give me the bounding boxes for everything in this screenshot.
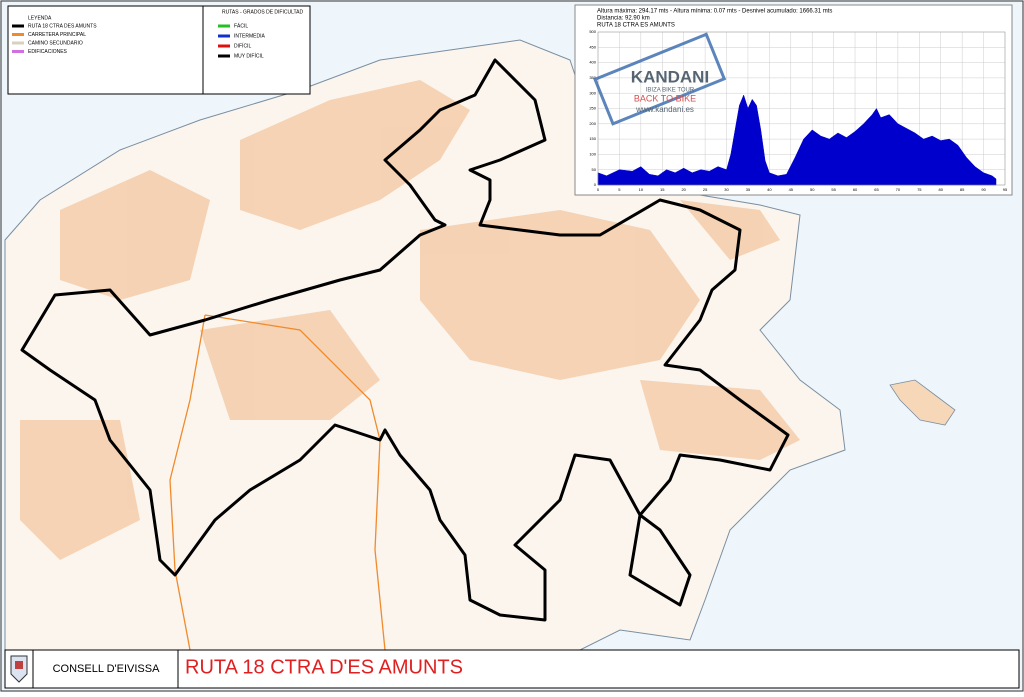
x-tick-label: 75 <box>917 187 922 192</box>
organization: CONSELL D'EIVISSA <box>53 663 161 675</box>
legend-swatch <box>12 50 24 53</box>
y-tick-label: 0 <box>594 182 597 187</box>
legend-items: RUTA 18 CTRA DES AMUNTS CARRETERA PRINCIP… <box>12 22 266 59</box>
y-tick-label: 500 <box>589 29 596 34</box>
y-tick-label: 300 <box>589 90 596 95</box>
plot-frame <box>597 31 1006 186</box>
difficulty-title: RUTAS - GRADOS DE DIFICULTAD <box>222 9 304 15</box>
footer-box <box>4 649 1020 689</box>
legend-swatch <box>12 41 24 45</box>
logo-tagline: IBIZA BIKE TOUR <box>646 88 695 94</box>
difficulty-label: FÁCIL <box>234 22 248 29</box>
y-tick-label: 100 <box>589 151 596 156</box>
x-tick-label: 15 <box>660 187 665 192</box>
legend-label: EDIFICACIONES <box>28 49 68 55</box>
map-title: RUTA 18 CTRA D'ES AMUNTS <box>185 656 463 678</box>
x-tick-label: 20 <box>681 187 686 192</box>
x-tick-label: 95 <box>1003 187 1008 192</box>
y-tick-label: 50 <box>592 167 597 172</box>
x-tick-label: 60 <box>853 187 858 192</box>
y-tick-label: 250 <box>589 106 596 111</box>
x-tick-label: 50 <box>810 187 815 192</box>
x-tick-label: 55 <box>831 187 836 192</box>
main-roads <box>169 314 386 651</box>
legend-box <box>7 5 311 95</box>
y-tick-label: 350 <box>589 75 596 80</box>
y-tick-label: 400 <box>589 60 596 65</box>
x-tick-label: 70 <box>896 187 901 192</box>
difficulty-swatch <box>218 44 230 48</box>
elevation-area <box>597 94 997 186</box>
legend-swatch <box>12 24 24 28</box>
y-tick-label: 200 <box>589 121 596 126</box>
x-tick-label: 40 <box>767 187 772 192</box>
x-tick-label: 10 <box>639 187 644 192</box>
profile-stat: Distancia: 92.90 km <box>597 16 650 22</box>
islet <box>889 379 956 426</box>
difficulty-label: INTERMEDIA <box>234 33 266 39</box>
x-tick-label: 35 <box>746 187 751 192</box>
x-tick-label: 30 <box>724 187 729 192</box>
crest <box>10 655 28 683</box>
terrain <box>20 80 800 560</box>
legend-label: CAMINO SECUNDARIO <box>28 40 83 46</box>
difficulty-label: DIFÍCIL <box>234 42 251 49</box>
logo-slogan: BACK TO BIKE <box>634 93 696 103</box>
difficulty-label: MUY DIFÍCIL <box>234 52 264 59</box>
x-tick-label: 80 <box>939 187 944 192</box>
x-tick-label: 5 <box>618 187 621 192</box>
legend-label: RUTA 18 CTRA DES AMUNTS <box>28 23 97 29</box>
x-tick-label: 25 <box>703 187 708 192</box>
difficulty-swatch <box>218 24 230 28</box>
x-tick-label: 0 <box>597 187 600 192</box>
legend-swatch <box>12 33 24 36</box>
y-tick-label: 450 <box>589 44 596 49</box>
difficulty-swatch <box>218 54 230 58</box>
logo-name: KANDANI <box>631 67 709 86</box>
profile-stat: RUTA 18 CTRA ES AMUNTS <box>597 23 675 29</box>
profile-stat: Altura máxima: 294.17 mts - Altura mínim… <box>597 9 832 15</box>
route <box>20 58 790 622</box>
legend-title: LEYENDA <box>28 15 52 21</box>
x-tick-label: 90 <box>981 187 986 192</box>
x-tick-label: 45 <box>789 187 794 192</box>
x-tick-label: 85 <box>960 187 965 192</box>
legend-label: CARRETERA PRINCIPAL <box>28 32 86 38</box>
elevation-profile: Altura máxima: 294.17 mts - Altura mínim… <box>589 9 1008 192</box>
y-tick-label: 150 <box>589 136 596 141</box>
kandani-logo: KANDANI IBIZA BIKE TOUR BACK TO BIKE www… <box>593 32 727 126</box>
logo-url: www.kandani.es <box>635 105 694 114</box>
x-tick-label: 65 <box>874 187 879 192</box>
difficulty-swatch <box>218 34 230 38</box>
